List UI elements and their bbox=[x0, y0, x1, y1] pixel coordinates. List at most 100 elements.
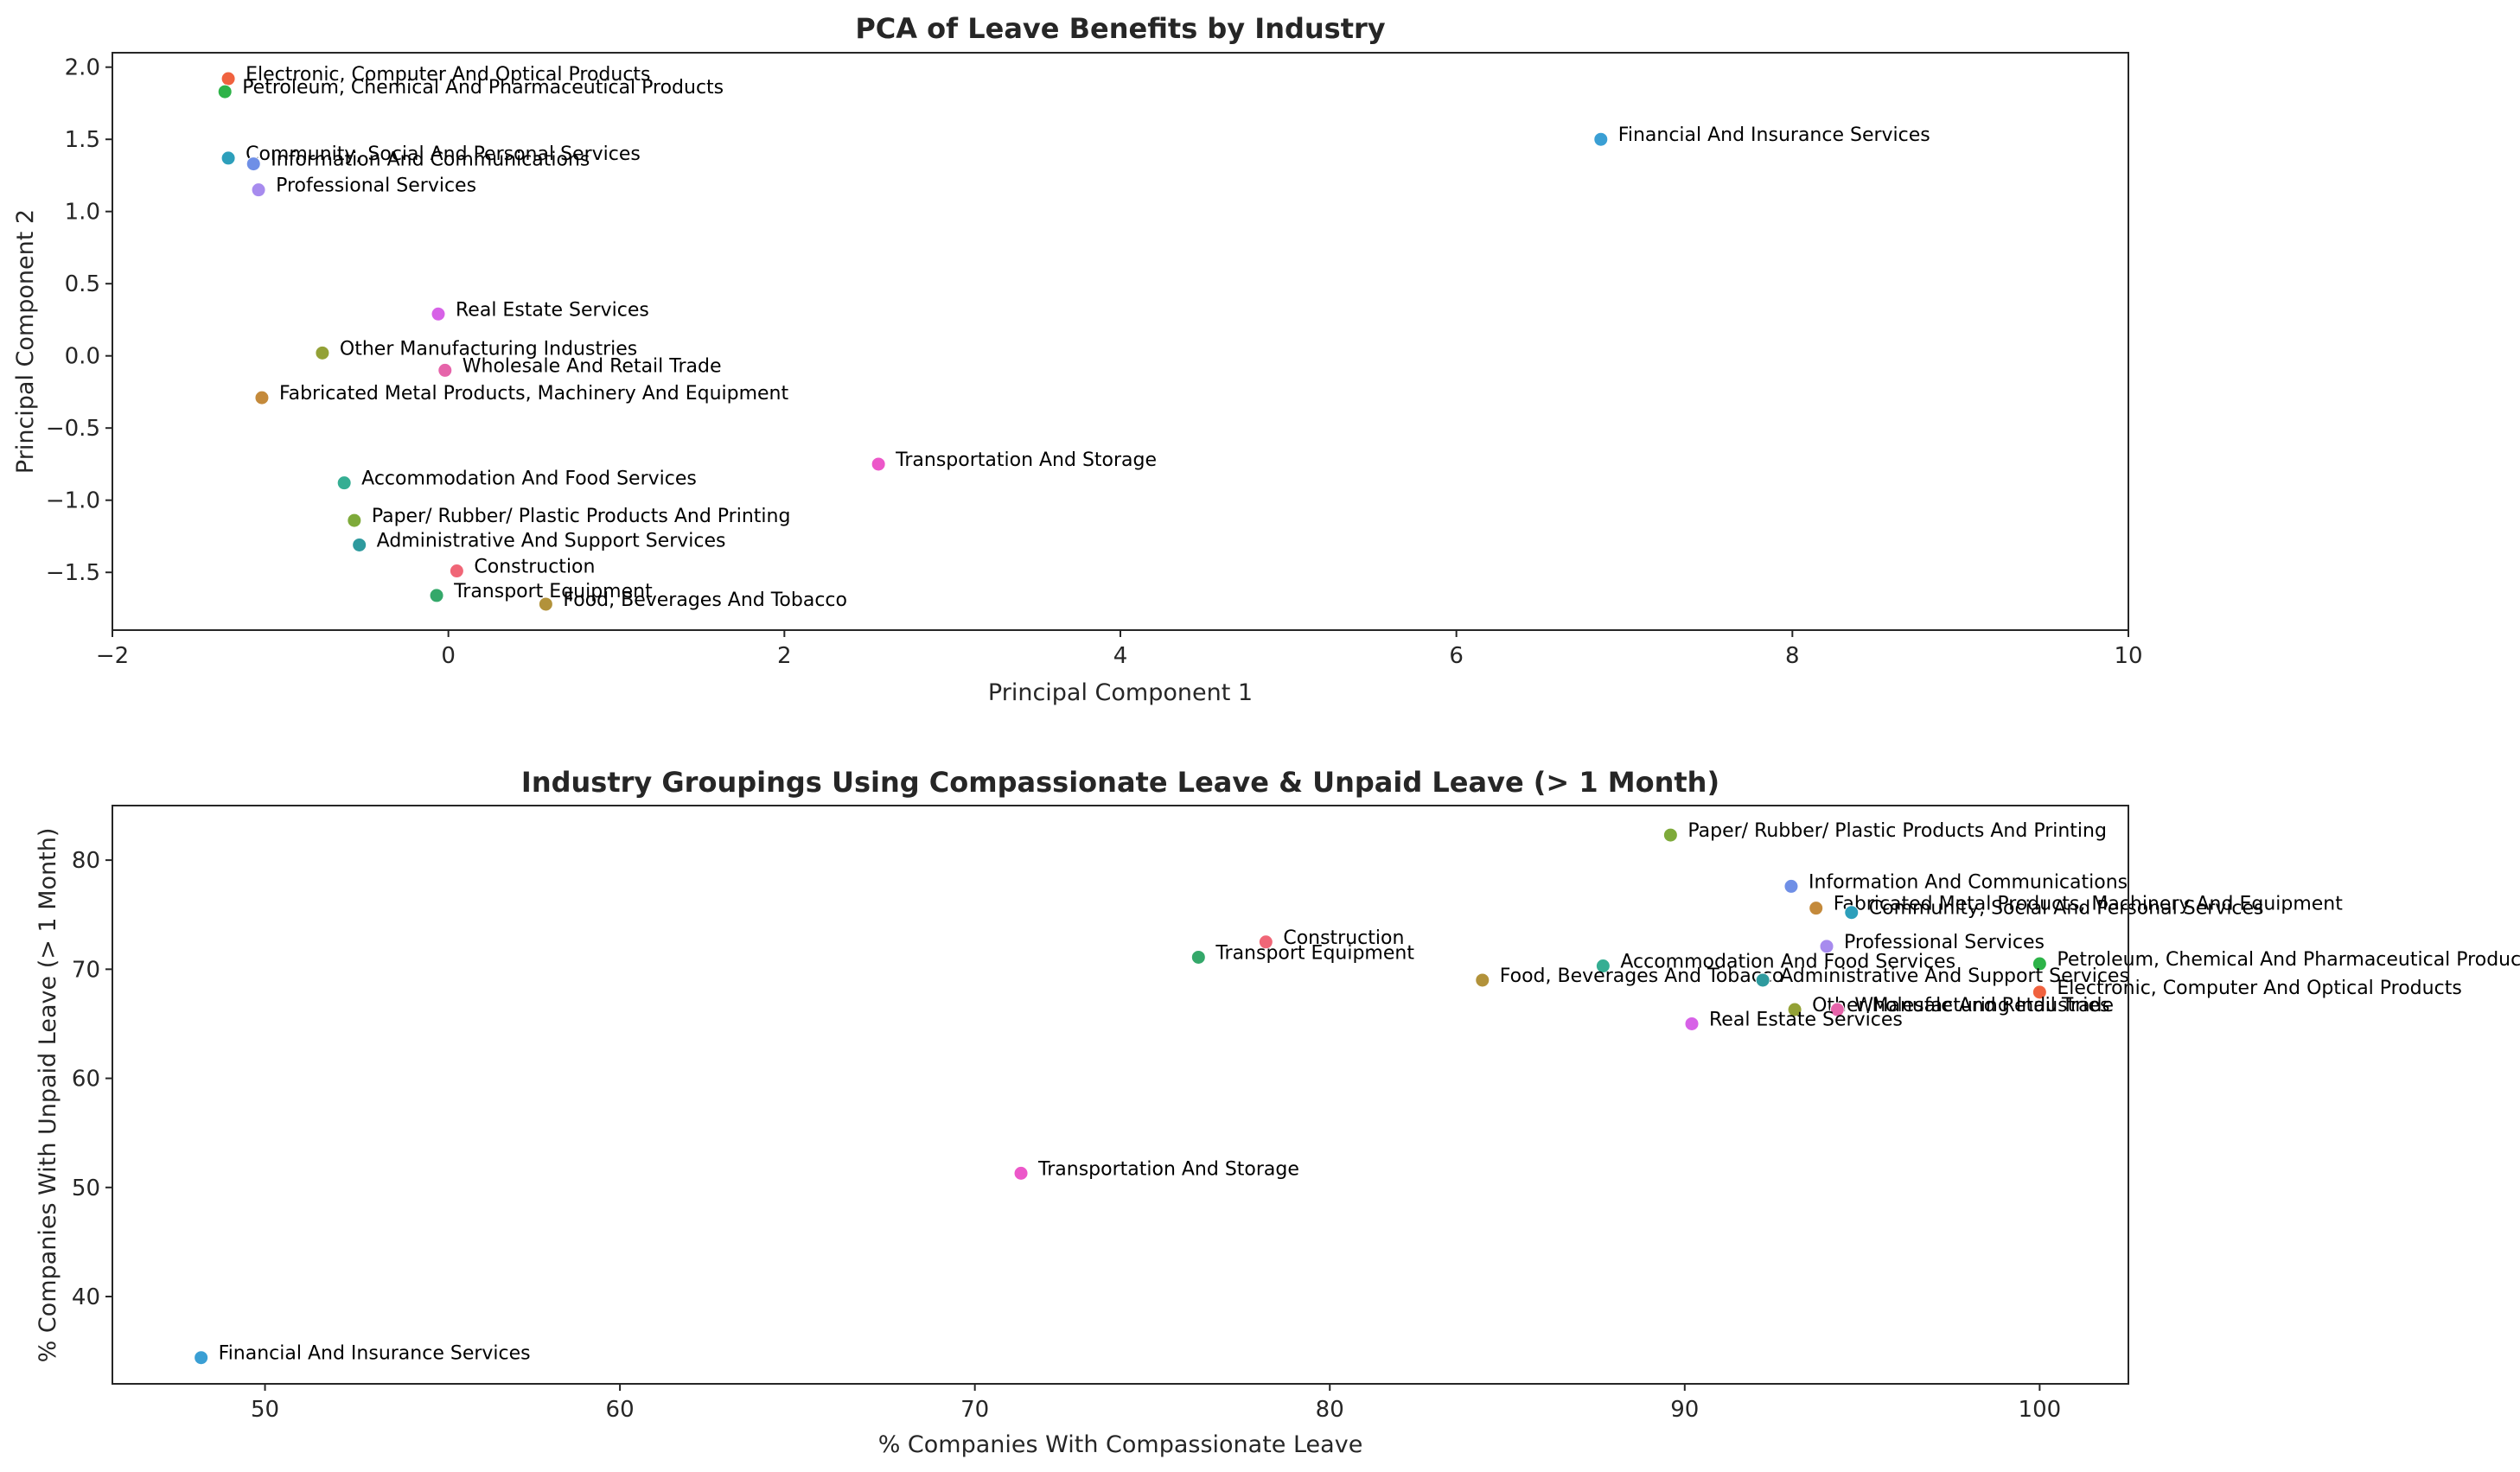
pca-point-label: Wholesale And Retail Trade bbox=[463, 355, 722, 377]
pca-point bbox=[254, 390, 270, 405]
pca-x-tick-label: 0 bbox=[441, 643, 456, 669]
pca-point bbox=[246, 156, 261, 172]
groupings-point-label: Transportation And Storage bbox=[1037, 1158, 1299, 1180]
pca-point bbox=[347, 513, 362, 528]
groupings-y-tick-label: 80 bbox=[72, 848, 100, 874]
groupings-points: Paper/ Rubber/ Plastic Products And Prin… bbox=[194, 820, 2520, 1366]
groupings-y-tick-label: 40 bbox=[72, 1284, 100, 1310]
pca-y-tick-label: 0.0 bbox=[65, 344, 100, 370]
pca-point-label: Accommodation And Food Services bbox=[361, 468, 697, 490]
pca-point-label: Administrative And Support Services bbox=[377, 530, 726, 551]
pca-point bbox=[429, 588, 444, 603]
pca-point-label: Electronic, Computer And Optical Product… bbox=[246, 64, 650, 86]
pca-point-label: Construction bbox=[474, 557, 595, 578]
groupings-point-label: Construction bbox=[1283, 927, 1404, 949]
groupings-x-axis: 50 60 70 80 90 100 bbox=[251, 1384, 2061, 1423]
pca-point bbox=[1593, 131, 1609, 147]
pca-point-label: Information And Communications bbox=[271, 150, 590, 171]
pca-chart-title: PCA of Leave Benefits by Industry bbox=[855, 12, 1385, 45]
groupings-point bbox=[1829, 1002, 1845, 1017]
groupings-point bbox=[1475, 972, 1490, 988]
groupings-point bbox=[1787, 1002, 1802, 1017]
groupings-point-label: Accommodation And Food Services bbox=[1620, 952, 1955, 973]
groupings-point bbox=[194, 1350, 209, 1366]
groupings-x-tick-label: 90 bbox=[1670, 1397, 1699, 1423]
pca-point bbox=[449, 564, 464, 579]
groupings-y-axis: 40 50 60 70 80 bbox=[72, 848, 112, 1310]
pca-points: Electronic, Computer And Optical Product… bbox=[217, 64, 1930, 612]
pca-point-label: Paper/ Rubber/ Plastic Products And Prin… bbox=[372, 506, 791, 527]
pca-y-tick-label: 1.5 bbox=[65, 127, 100, 153]
pca-point-label: Petroleum, Chemical And Pharmaceutical P… bbox=[242, 77, 724, 99]
groupings-plot-frame bbox=[112, 805, 2129, 1385]
pca-x-tick-label: 2 bbox=[777, 643, 792, 669]
pca-point-label: Food, Beverages And Tobacco bbox=[563, 589, 847, 611]
groupings-point-label: Real Estate Services bbox=[1709, 1009, 1903, 1030]
groupings-point bbox=[1684, 1016, 1700, 1031]
groupings-point bbox=[1809, 901, 1824, 916]
groupings-x-tick-label: 100 bbox=[2019, 1397, 2062, 1423]
groupings-point bbox=[2032, 956, 2047, 972]
pca-point bbox=[315, 345, 330, 360]
pca-y-axis-label: Principal Component 2 bbox=[12, 209, 39, 474]
pca-x-axis: −2 0 2 4 6 8 10 bbox=[96, 630, 2143, 669]
pca-point bbox=[352, 537, 367, 552]
groupings-x-axis-label: % Companies With Compassionate Leave bbox=[878, 1431, 1363, 1458]
groupings-chart: Industry Groupings Using Compassionate L… bbox=[35, 766, 2520, 1458]
groupings-point-label: Information And Communications bbox=[1809, 871, 2128, 893]
groupings-x-tick-label: 50 bbox=[251, 1397, 279, 1423]
groupings-point bbox=[1662, 827, 1678, 843]
pca-y-tick-label: 0.5 bbox=[65, 271, 100, 297]
groupings-point-label: Petroleum, Chemical And Pharmaceutical P… bbox=[2057, 949, 2520, 971]
groupings-chart-title: Industry Groupings Using Compassionate L… bbox=[521, 766, 1719, 799]
pca-y-tick-label: −1.5 bbox=[46, 560, 100, 586]
pca-point bbox=[220, 150, 236, 166]
groupings-point-label: Professional Services bbox=[1844, 932, 2045, 953]
pca-point bbox=[220, 71, 236, 86]
pca-point bbox=[336, 475, 352, 491]
pca-point-label: Transportation And Storage bbox=[895, 449, 1157, 471]
groupings-point-label: Community, Social And Personal Services bbox=[1869, 898, 2264, 920]
groupings-point bbox=[1190, 949, 1206, 965]
pca-point-label: Transport Equipment bbox=[453, 581, 653, 602]
pca-x-tick-label: 4 bbox=[1113, 643, 1128, 669]
pca-point bbox=[251, 182, 266, 198]
groupings-point-label: Paper/ Rubber/ Plastic Products And Prin… bbox=[1687, 820, 2107, 842]
groupings-point bbox=[1595, 959, 1611, 974]
groupings-point-label: Transport Equipment bbox=[1215, 942, 1414, 964]
pca-point bbox=[871, 456, 886, 472]
groupings-point-label: Administrative And Support Services bbox=[1780, 965, 2129, 987]
pca-point-label: Other Manufacturing Industries bbox=[340, 338, 637, 360]
pca-y-axis: −1.5 −1.0 −0.5 0.0 0.5 1.0 1.5 2.0 bbox=[46, 55, 112, 586]
groupings-y-tick-label: 50 bbox=[72, 1176, 100, 1201]
pca-point bbox=[431, 306, 446, 322]
pca-point-label: Fabricated Metal Products, Machinery And… bbox=[279, 383, 789, 405]
groupings-point bbox=[1755, 972, 1770, 988]
pca-point bbox=[538, 596, 553, 612]
pca-point-label: Community, Social And Personal Services bbox=[246, 143, 641, 165]
pca-x-tick-label: 10 bbox=[2114, 643, 2142, 669]
pca-point-label: Financial And Insurance Services bbox=[1618, 124, 1930, 146]
pca-x-tick-label: 8 bbox=[1785, 643, 1800, 669]
groupings-point-label: Other Manufacturing Industries bbox=[1812, 995, 2109, 1016]
groupings-point-label: Wholesale And Retail Trade bbox=[1854, 995, 2114, 1016]
pca-y-tick-label: 1.0 bbox=[65, 200, 100, 226]
groupings-point-label: Electronic, Computer And Optical Product… bbox=[2057, 978, 2461, 999]
pca-x-tick-label: −2 bbox=[96, 643, 129, 669]
groupings-point bbox=[1258, 934, 1273, 950]
groupings-x-tick-label: 70 bbox=[960, 1397, 989, 1423]
groupings-point bbox=[1819, 939, 1834, 954]
pca-y-tick-label: 2.0 bbox=[65, 55, 100, 81]
groupings-point bbox=[1783, 878, 1799, 894]
pca-x-tick-label: 6 bbox=[1449, 643, 1464, 669]
groupings-x-tick-label: 80 bbox=[1316, 1397, 1344, 1423]
groupings-x-tick-label: 60 bbox=[606, 1397, 635, 1423]
groupings-point bbox=[2032, 985, 2047, 1000]
pca-chart: PCA of Leave Benefits by Industry −2 0 2 4 6… bbox=[12, 12, 2143, 706]
pca-point-label: Real Estate Services bbox=[456, 299, 649, 321]
groupings-y-tick-label: 70 bbox=[72, 957, 100, 983]
pca-x-axis-label: Principal Component 1 bbox=[988, 679, 1253, 706]
groupings-point-label: Fabricated Metal Products, Machinery And… bbox=[1834, 894, 2344, 915]
pca-point bbox=[437, 362, 453, 378]
